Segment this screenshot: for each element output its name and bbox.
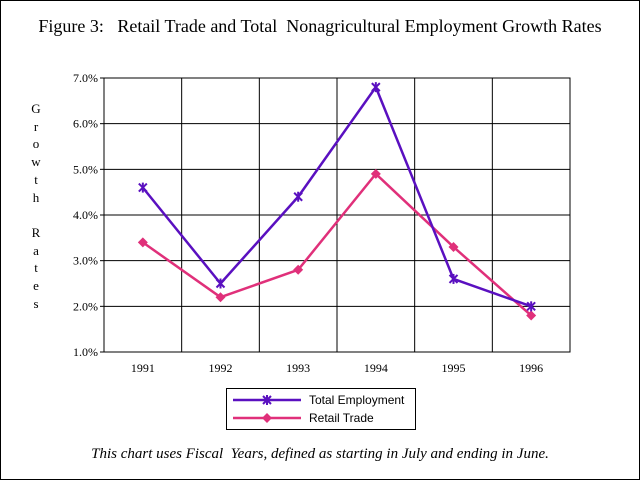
legend-label-total-employment: Total Employment [309, 393, 405, 407]
series-line-retail-trade [142, 172, 532, 317]
legend-swatch-total-employment [233, 395, 301, 405]
data-point-retail-trade [370, 168, 381, 179]
chart-title: Figure 3: Retail Trade and Total Nonagri… [38, 16, 602, 36]
y-axis-label-char: s [33, 295, 39, 311]
x-tick-label: 1992 [209, 361, 233, 375]
y-axis-label-char: G [31, 101, 41, 116]
y-axis-label-char: R [31, 224, 41, 240]
y-axis-label-char: t [34, 171, 38, 187]
legend-item-total-employment: Total Employment [227, 391, 415, 409]
data-point-total-employment [448, 273, 459, 284]
chart-footnote: This chart uses Fiscal Years, defined as… [91, 446, 549, 462]
y-tick-label: 6.0% [73, 117, 98, 131]
legend-swatch-retail-trade [233, 413, 301, 423]
y-axis-label-char: w [31, 154, 41, 170]
data-point-retail-trade [448, 241, 459, 252]
y-axis-label-char: r [33, 118, 39, 134]
x-tick-label: 1996 [519, 361, 543, 375]
data-point-retail-trade [215, 292, 226, 303]
data-point-total-employment [526, 301, 536, 312]
x-tick-label: 1995 [442, 361, 466, 375]
y-tick-label: 2.0% [73, 299, 98, 313]
data-point-retail-trade [293, 264, 304, 275]
x-tick-label: 1994 [364, 361, 388, 375]
y-axis-label-char: e [33, 278, 39, 294]
y-axis-label-char: a [33, 242, 39, 258]
x-tick-label: 1993 [286, 361, 310, 375]
y-axis-label-char: o [32, 136, 40, 152]
legend: Total Employment Retail Trade [226, 388, 416, 430]
data-point-total-employment [371, 82, 381, 93]
legend-item-retail-trade: Retail Trade [227, 409, 415, 427]
y-tick-label: 4.0% [73, 208, 98, 222]
data-point-total-employment [138, 182, 148, 193]
data-point-retail-trade [526, 310, 537, 321]
y-axis-label-char: t [34, 260, 38, 276]
data-point-total-employment [293, 191, 303, 202]
data-point-retail-trade [137, 237, 148, 248]
legend-label-retail-trade: Retail Trade [309, 411, 374, 425]
data-point-total-employment [215, 278, 226, 289]
series-line-total-employment [141, 85, 532, 308]
y-tick-label: 3.0% [73, 254, 98, 268]
y-axis-label-char: h [32, 189, 40, 205]
y-tick-label: 5.0% [73, 162, 98, 176]
y-tick-label: 7.0% [73, 71, 98, 85]
y-tick-label: 1.0% [73, 345, 98, 359]
x-tick-label: 1991 [131, 361, 155, 375]
